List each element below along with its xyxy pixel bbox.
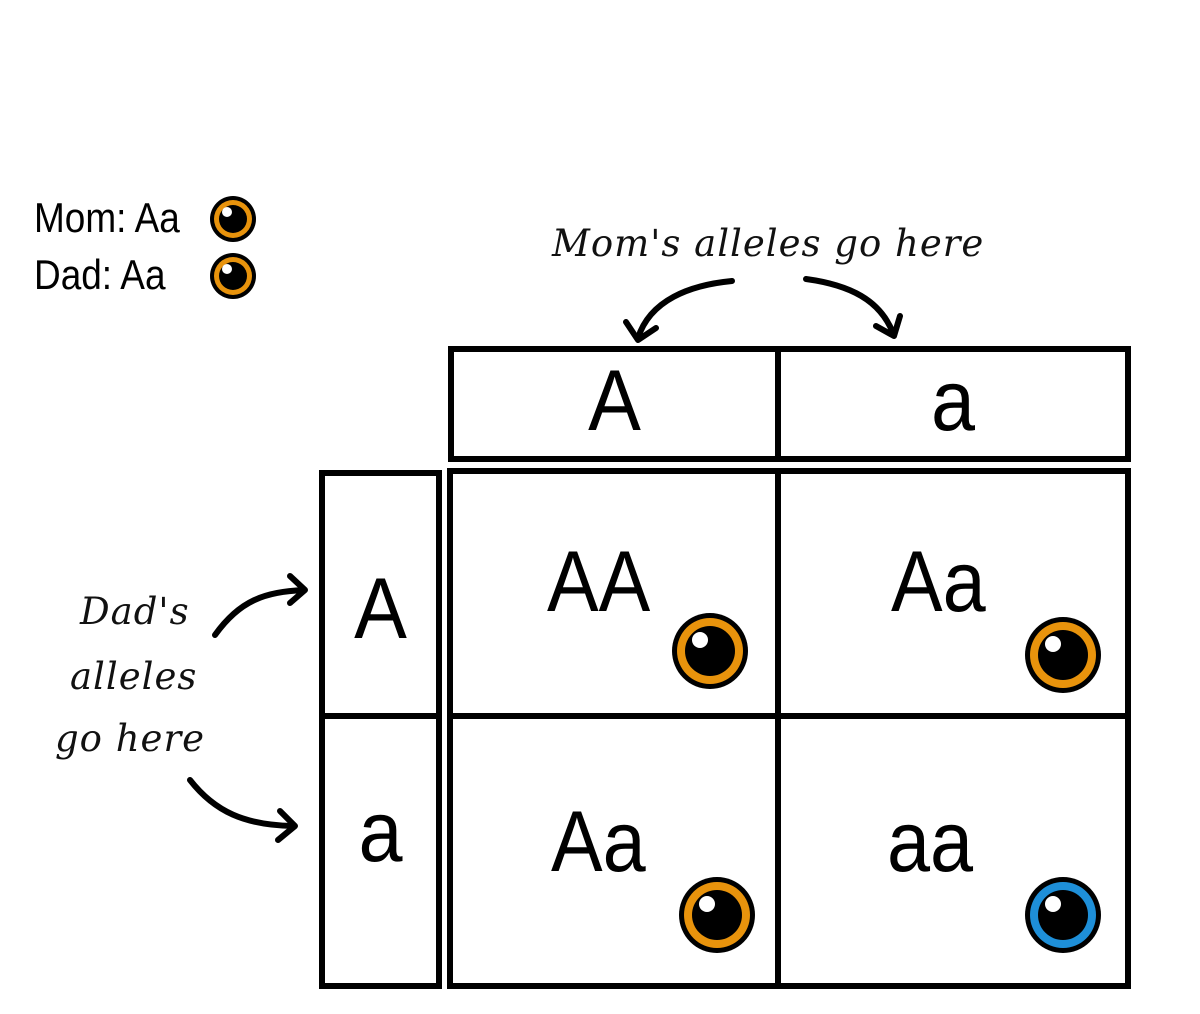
mom-allele-cell: a (781, 352, 1125, 456)
dad-allele-cell: A (325, 476, 436, 713)
dad-allele-cell: a (325, 719, 436, 983)
grid-vertical-line (775, 468, 781, 989)
mom-allele-divider (775, 346, 781, 462)
punnett-grid (447, 468, 1131, 989)
brown-eye-icon (1022, 614, 1104, 696)
mom-genotype-label: Mom: Aa (34, 194, 180, 241)
dad-note-line1: Dad's (80, 590, 190, 633)
dad-note-line2: alleles (70, 655, 198, 698)
offspring-cell: Aa (453, 719, 775, 983)
offspring-cell: Aa (781, 474, 1125, 713)
brown-eye-icon (669, 610, 751, 692)
dad-allele-1: A (354, 561, 407, 657)
mom-allele-2: a (930, 353, 976, 449)
dad-note-line3: go here (55, 717, 206, 760)
mom-allele-cell: A (454, 352, 775, 456)
brown-eye-icon (210, 253, 256, 299)
mom-allele-1: A (588, 353, 641, 449)
brown-eye-icon (676, 874, 758, 956)
dad-genotype-label: Dad: Aa (34, 251, 166, 298)
offspring-genotype: Aa (891, 534, 986, 630)
dad-allele-column (319, 470, 442, 989)
mom-allele-header (448, 346, 1131, 462)
offspring-genotype: AA (547, 534, 651, 630)
brown-eye-icon (210, 196, 256, 242)
dad-allele-divider (319, 713, 442, 719)
offspring-cell: aa (781, 719, 1125, 983)
offspring-genotype: aa (887, 794, 974, 890)
blue-eye-icon (1022, 874, 1104, 956)
offspring-cell: AA (453, 474, 775, 713)
offspring-genotype: Aa (551, 794, 646, 890)
dad-allele-2: a (358, 784, 403, 880)
mom-alleles-note: Mom's alleles go here (552, 222, 985, 265)
grid-horizontal-line (447, 713, 1131, 719)
